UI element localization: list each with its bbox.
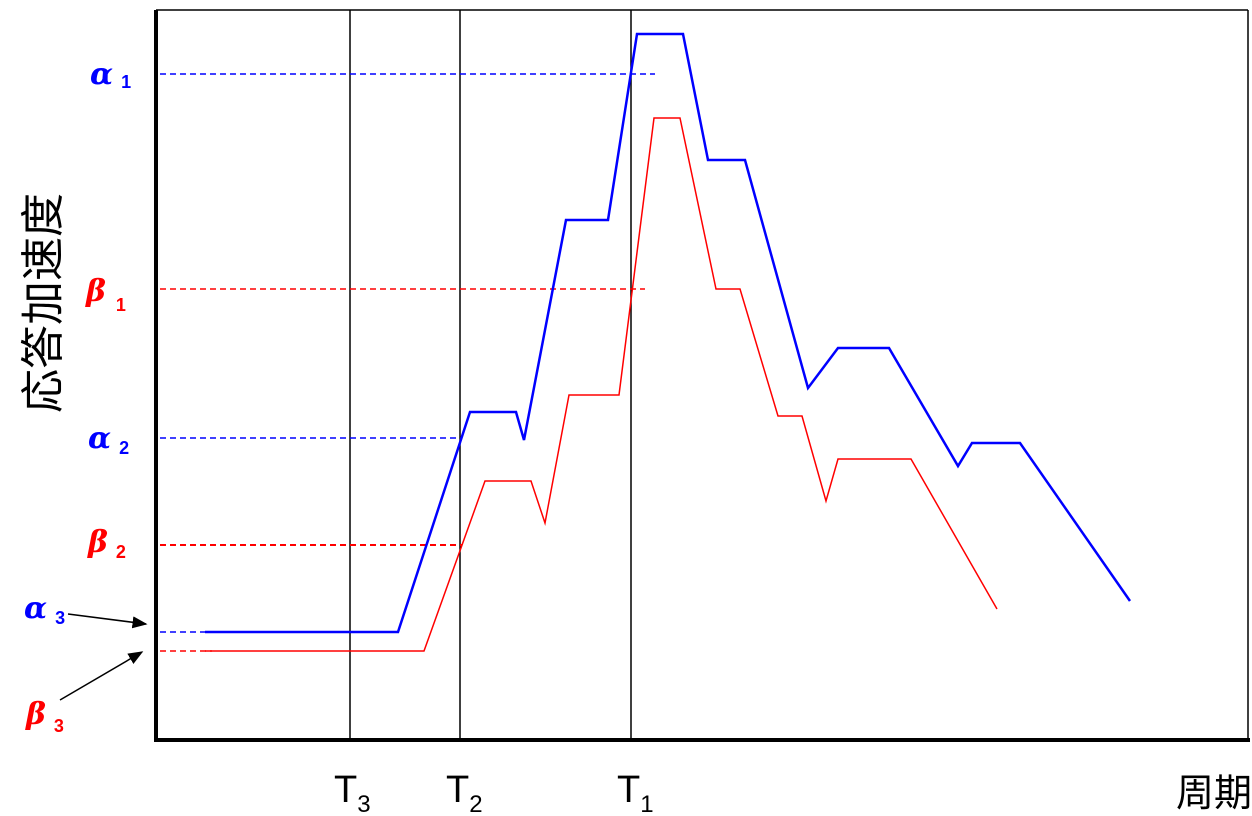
series-red-curve [205, 117, 998, 652]
x-axis-label: 周期 [1176, 773, 1252, 815]
arrow-beta-3 [59, 651, 144, 701]
tick-label-t2: T2 [446, 769, 483, 816]
y-axis-label: 応答加速度 [19, 193, 68, 413]
series-blue-curve [205, 32, 1132, 634]
arrow-alpha-3 [67, 613, 148, 629]
tick-label-t1: T1 [617, 769, 654, 816]
y-axis-label-text: 応答加速度 [19, 193, 68, 413]
tick-label-t3: T3 [334, 769, 371, 816]
